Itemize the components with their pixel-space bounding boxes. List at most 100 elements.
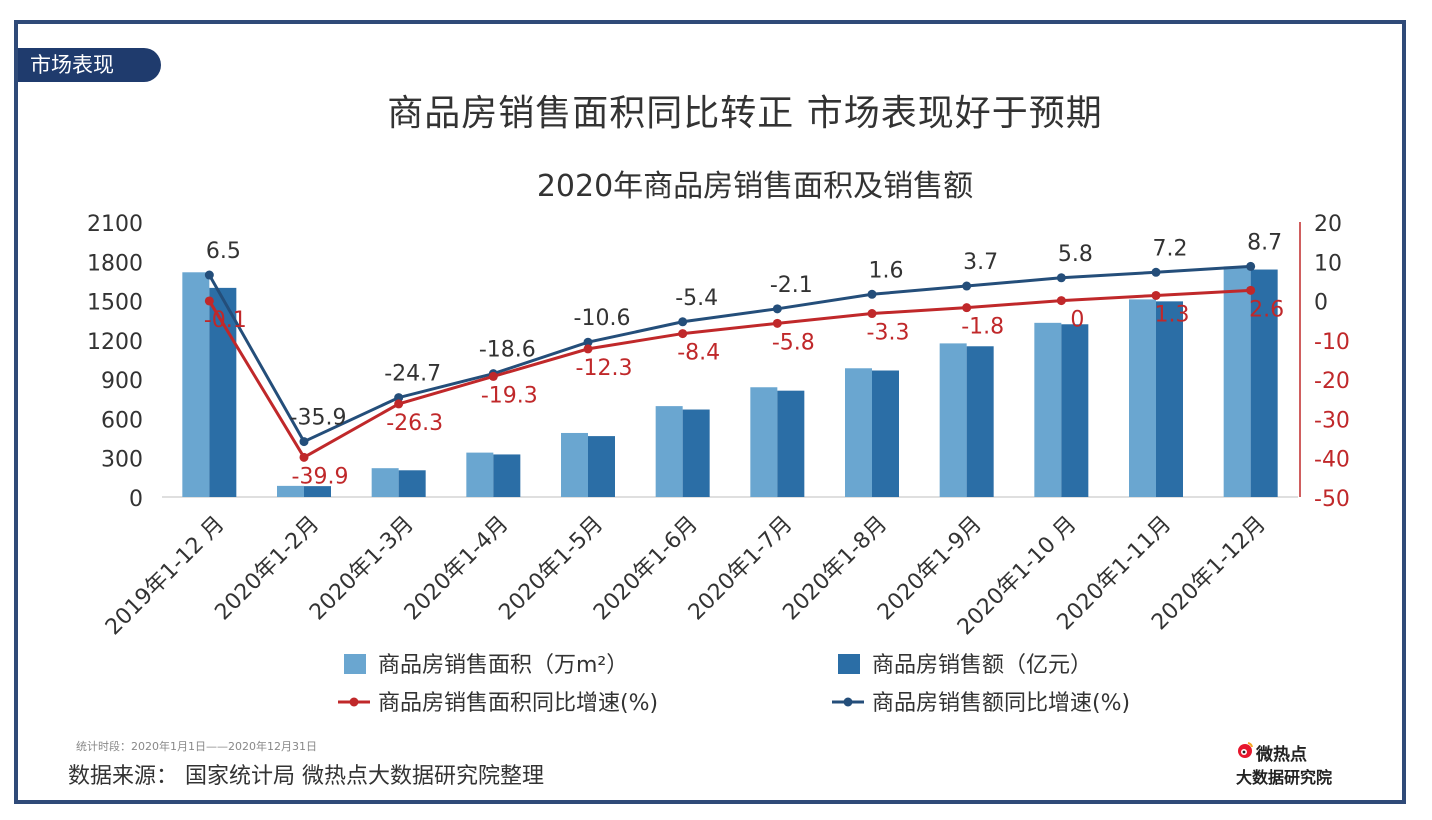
legend-label: 商品房销售面积同比增速(%) [378, 691, 658, 716]
left-axis-tick: 1500 [87, 291, 143, 316]
area-growth-data-label: -12.3 [576, 356, 633, 381]
area-bar [371, 468, 399, 497]
legend-marker [843, 697, 853, 707]
area-growth-line [208, 288, 1251, 460]
area-bar [1223, 266, 1251, 497]
area-bar [561, 432, 588, 497]
area-growth-point [1056, 296, 1066, 306]
area-growth-point [772, 318, 782, 328]
chart-title: 2020年商品房销售面积及销售额 [537, 169, 973, 204]
amount-growth-point [867, 289, 877, 299]
area-growth-data-label: -5.8 [772, 330, 815, 355]
area-growth-data-label: 1.3 [1155, 302, 1190, 327]
logo: 微热点 大数据研究院 [1236, 740, 1374, 788]
area-bar [750, 387, 778, 497]
left-axis-tick: 1200 [87, 330, 143, 355]
amount-growth-point [204, 270, 214, 280]
amount-growth-point [394, 393, 404, 403]
amount-bar [588, 436, 615, 497]
amount-bar [304, 486, 331, 497]
area-growth-point [678, 329, 688, 339]
area-growth-data-label: -39.9 [292, 464, 349, 489]
area-bar [1129, 299, 1156, 497]
legend-marker [349, 697, 359, 707]
amount-growth-data-label: -2.1 [770, 273, 813, 298]
right-axis-tick: -40 [1314, 448, 1350, 473]
logo-line-1: 微热点 [1256, 745, 1307, 765]
section-tag: 市场表现 [18, 48, 161, 82]
area-growth-data-label: 2.6 [1249, 297, 1284, 322]
page-headline: 商品房销售面积同比转正 市场表现好于预期 [387, 93, 1103, 134]
amount-bar [1061, 324, 1089, 497]
area-growth-point [1151, 290, 1161, 300]
x-axis-category-label: 2019年1-12 月 [101, 512, 230, 641]
amount-growth-line [208, 264, 1251, 444]
legend-label: 商品房销售面积（万m²） [378, 653, 628, 678]
area-growth-point [204, 296, 214, 306]
area-bar [182, 272, 210, 497]
left-axis-tick: 0 [129, 487, 143, 512]
area-growth-data-label: -26.3 [386, 411, 443, 436]
amount-bar [682, 409, 710, 497]
left-axis-tick: 1800 [87, 251, 143, 276]
right-axis-tick: -50 [1314, 487, 1350, 512]
left-axis-tick: 900 [101, 369, 143, 394]
statistics-period-note: 统计时段：2020年1月1日——2020年12月31日 [76, 740, 317, 753]
amount-growth-data-label: 3.7 [963, 250, 998, 275]
right-axis-tick: 10 [1314, 251, 1342, 276]
amount-growth-data-label: 7.2 [1153, 236, 1188, 261]
right-axis-tick: -30 [1314, 408, 1350, 433]
amount-growth-data-label: -18.6 [479, 338, 536, 363]
area-growth-point [962, 303, 972, 313]
left-axis-tick: 2100 [87, 212, 143, 237]
area-growth-data-label: -0.1 [204, 308, 247, 333]
legend-label: 商品房销售额同比增速(%) [872, 691, 1130, 716]
data-source: 数据来源： 国家统计局 微热点大数据研究院整理 [68, 764, 544, 789]
amount-growth-data-label: -10.6 [574, 306, 631, 331]
amount-growth-data-label: -5.4 [675, 286, 718, 311]
amount-bar [398, 470, 426, 497]
area-bar [466, 452, 494, 497]
right-axis-tick: -10 [1314, 330, 1350, 355]
amount-growth-point [1151, 267, 1161, 277]
area-growth-point [394, 399, 404, 409]
amount-growth-data-label: 8.7 [1247, 230, 1282, 255]
amount-growth-data-label: 6.5 [206, 239, 241, 264]
legend-label: 商品房销售额（亿元） [872, 653, 1092, 678]
right-axis-tick: 20 [1314, 212, 1342, 237]
area-growth-point [488, 371, 498, 381]
weibo-eye-icon [1238, 742, 1253, 758]
amount-growth-data-label: -24.7 [384, 362, 441, 387]
amount-growth-data-label: -35.9 [290, 406, 347, 431]
amount-growth-point [1246, 261, 1256, 271]
amount-bar [1250, 269, 1278, 497]
amount-growth-data-label: 1.6 [869, 258, 904, 283]
area-growth-point [299, 452, 309, 462]
left-axis-tick: 600 [101, 408, 143, 433]
area-growth-data-label: -1.8 [961, 315, 1004, 340]
amount-bar [1156, 301, 1183, 497]
amount-growth-data-label: 5.8 [1058, 242, 1093, 267]
amount-bar [872, 370, 899, 497]
area-bar [277, 485, 304, 497]
area-bar [939, 343, 967, 497]
area-bar [845, 368, 872, 497]
amount-growth-point [678, 317, 688, 327]
amount-bar [966, 346, 994, 497]
area-growth-data-label: 0 [1070, 308, 1084, 333]
left-axis-tick: 300 [101, 448, 143, 473]
amount-growth-point [1056, 273, 1066, 283]
area-growth-point [583, 344, 593, 354]
legend-swatch [344, 654, 366, 674]
area-bar [655, 406, 683, 497]
logo-line-2: 大数据研究院 [1236, 768, 1333, 787]
amount-growth-point [772, 304, 782, 314]
right-axis-tick: 0 [1314, 291, 1328, 316]
amount-growth-point [962, 281, 972, 291]
right-axis-tick: -20 [1314, 369, 1350, 394]
amount-growth-point [583, 337, 593, 347]
area-bar [1034, 322, 1062, 497]
area-growth-data-label: -19.3 [481, 383, 538, 408]
area-growth-point [867, 309, 877, 319]
amount-bar [493, 454, 521, 497]
